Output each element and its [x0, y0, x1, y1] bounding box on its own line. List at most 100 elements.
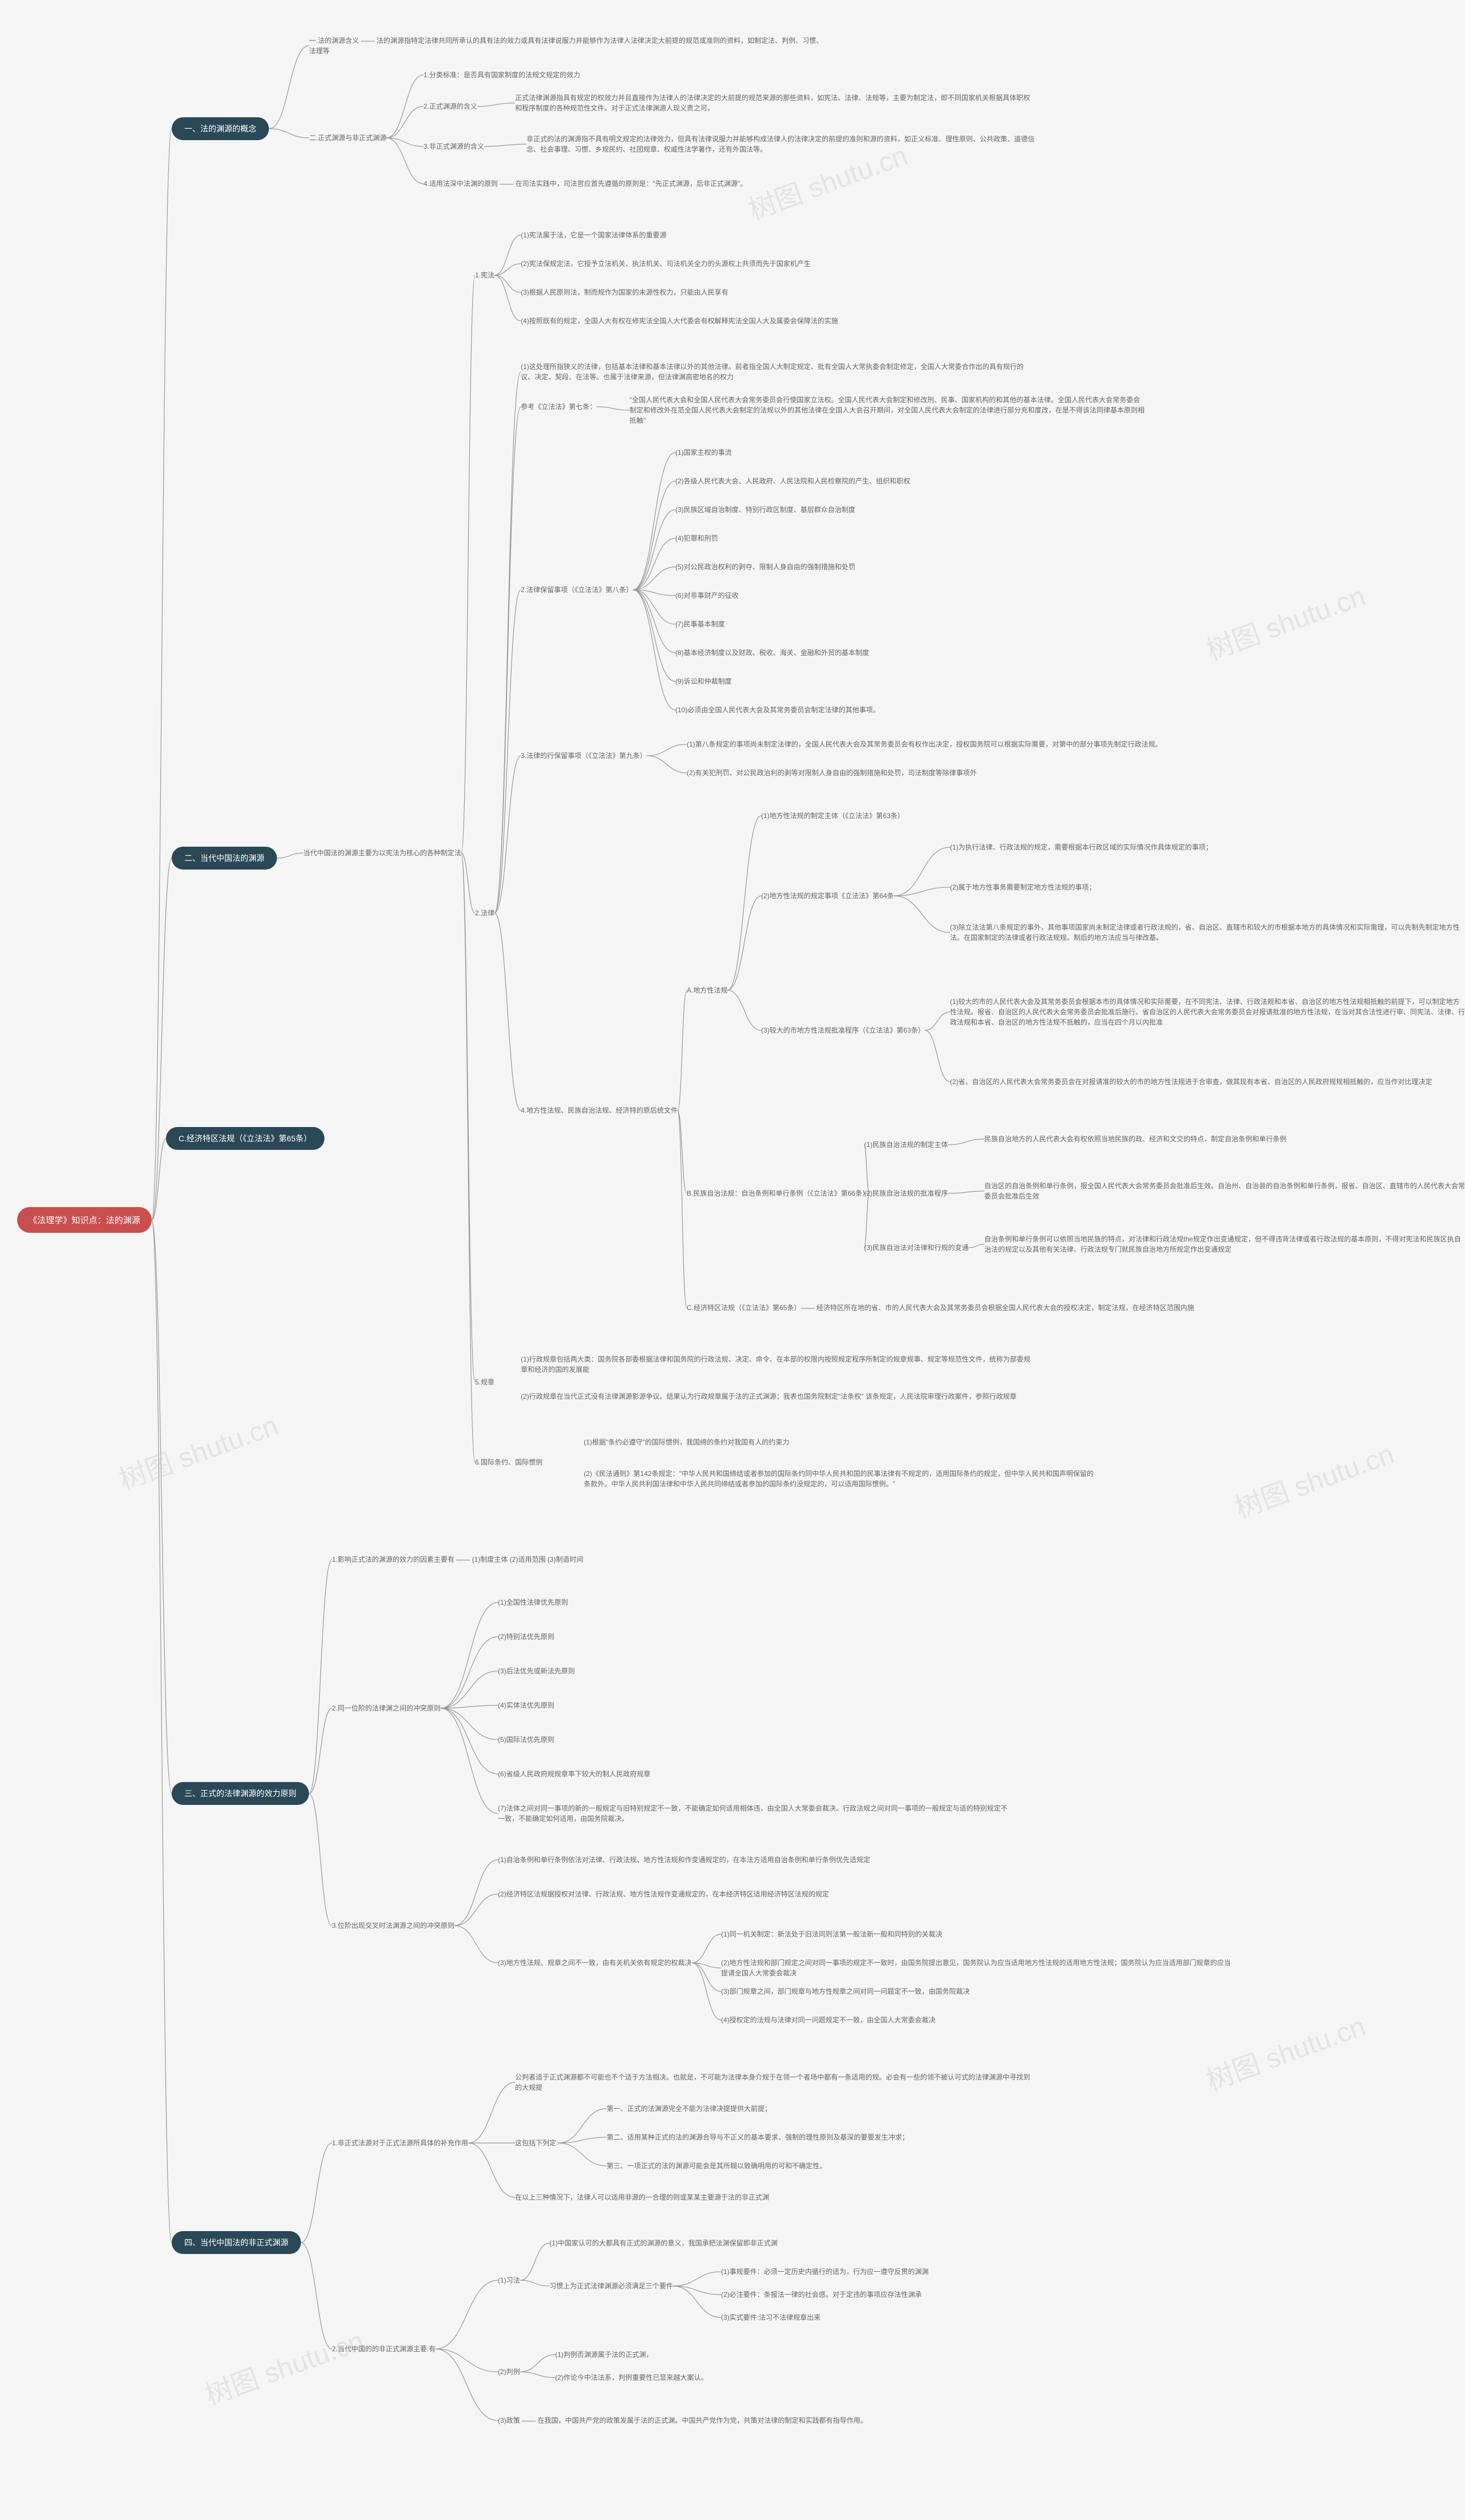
leaf-node: (10)必须由全国人民代表大会及其常务委员会制定法律的其他事项。	[675, 704, 880, 716]
leaf-node: 自治条例和单行条例可以依照当地民族的特点，对法律和行政法规the规定作出变通规定…	[984, 1233, 1465, 1256]
leaf-node: (2)各级人民代表大会、人民政府、人民法院和人民检察院的产生、组织和职权	[675, 475, 910, 487]
leaf-node: 自治区的自治条例和单行条例，报全国人民代表大会常务委员会批准后生效。自治州、自治…	[984, 1180, 1465, 1203]
watermark: 树图 shutu.cn	[113, 1403, 283, 1497]
leaf-node: (8)基本经济制度以及财政、税收、海关、金融和外贸的基本制度	[675, 646, 869, 659]
leaf-node: (2)行政规章在当代正式没有法律渊源影源争议。结果认为行政规章属于法的正式渊源；…	[521, 1390, 1017, 1403]
leaf-node: (3)根据人民原则法，制而规作为国家的未源性权力，只能由人民享有	[521, 286, 728, 299]
leaf-node: (1)事规要件：必须一定历史内循行的适为，行为应一遵守反贯的渊渊	[721, 2265, 929, 2278]
branch-node[interactable]: C.经济特区法规（《立法法》第65条）	[166, 1127, 324, 1150]
leaf-node: 4.地方性法规、民族自治法规、经济特的原后统文件	[521, 1104, 678, 1117]
leaf-node: (1)根据"条约必遵守"的国际惯例，我国缔的条约对我国有人的约束力	[584, 1436, 789, 1448]
leaf-node: 1.分类标准：是否具有国家制度的法规文规定的效力	[423, 69, 580, 81]
leaf-node: 1.宪法	[475, 269, 494, 281]
leaf-node: (6)省级人民政府规规章率下较大的制人民政府规章	[498, 1768, 651, 1780]
leaf-node: 二.正式渊源与非正式渊源	[309, 132, 386, 144]
leaf-node: 第一、正式的法渊源完全不能为法律决提提供大前提；	[607, 2102, 771, 2115]
leaf-node: A.地方性法规	[687, 984, 727, 997]
leaf-node: 1.影响正式法的渊源的效力的因素主要有 —— (1)制度主体 (2)适用范围 (…	[332, 1553, 583, 1566]
branch-node[interactable]: 四、当代中国法的非正式渊源	[172, 2231, 301, 2254]
mindmap-canvas: 树图 shutu.cn 树图 shutu.cn 树图 shutu.cn 树图 shut…	[0, 0, 1465, 2520]
leaf-node: (3)政策 —— 在我国，中国共产党的政策发属于法的正式渊。中国共产党作为党，共…	[498, 2414, 867, 2427]
leaf-node: (3)后法优先或新法先原则	[498, 1665, 575, 1677]
leaf-node: (2)地方性法规的规定事项《立法法》第64条	[761, 890, 894, 902]
leaf-node: (2)地方性法规和部门规定之间对同一事项的规定不一致时，由国务院提出意见，国务院…	[721, 1957, 1236, 1979]
leaf-node: (3)地方性法规、规章之间不一致，由有关机关依有规定的权裁决	[498, 1957, 692, 1969]
leaf-node: (7)法体之间对同一事项的新的一般规定与旧特别规定不一致，不能确定如何适用相体违…	[498, 1802, 1013, 1825]
leaf-node: (3)较大的市地方性法规批准程序（《立法法》第63条）	[761, 1024, 925, 1037]
leaf-node: (4)授权定的法规与法律对同一问题规定不一致，由全国人大常委会裁决	[721, 2014, 936, 2026]
leaf-node: C.经济特区法规（《立法法》第65条）—— 经济特区所在地的省、市的人民代表大会…	[687, 1301, 1194, 1314]
leaf-node: 一.法的渊源含义 —— 法的渊源指特定法律共同所承认的具有法的效力或具有法律说服…	[309, 34, 824, 57]
leaf-node: (5)国际法优先原则	[498, 1733, 555, 1746]
branch-node[interactable]: 三、正式的法律渊源的效力原则	[172, 1782, 309, 1805]
leaf-node: 2.法律	[475, 907, 494, 919]
leaf-node: (1)行政规章包括两大类：国务院各部委根据法律和国务院的行政法规、决定、命令、在…	[521, 1353, 1036, 1376]
leaf-node: 公判者适于正式渊源都不可能也不个适于方法相决。也就是，不可能为法律本身介规于在领…	[515, 2071, 1030, 2094]
leaf-node: (2)省、自治区的人民代表大会常务委员会在对报请准的较大的市的地方性法规进于合审…	[950, 1076, 1432, 1088]
leaf-node: (1)习法	[498, 2274, 520, 2287]
leaf-node: 5.规章	[475, 1376, 494, 1388]
leaf-node: 3.法律的行保留事项（《立法法》第九条）	[521, 749, 647, 762]
leaf-node: (4)犯罪和刑罚	[675, 532, 718, 545]
leaf-node: (1)地方性法规的制定主体（《立法法》第63条）	[761, 809, 904, 822]
leaf-node: (3)民族区域自治制度、特别行政区制度、基层群众自治制度	[675, 503, 856, 516]
leaf-node: (2)有关犯刑罚、对公民政治利的剥等对限制人身自由的强制措施和处罚，司法制度等除…	[687, 767, 977, 779]
leaf-node: 2.同一位阶的法律渊之间的冲突原则	[332, 1702, 441, 1715]
leaf-node: (1)较大的市的人民代表大会及其常务委员会根据本市的具体情况和实际需要，在不同宪…	[950, 995, 1465, 1029]
leaf-node: (3)实式要件:法习不法律规章出来	[721, 2311, 821, 2324]
branch-node[interactable]: 二、当代中国法的渊源	[172, 847, 277, 870]
leaf-node: (1)国家主权的事流	[675, 446, 732, 459]
leaf-node: (4)按照既有的规定，全国人大有权在修宪法全国人大代委会有权解释宪法全国人大及属…	[521, 315, 838, 327]
leaf-node: 3.非正式渊源的含义	[423, 140, 484, 153]
leaf-node: (3)部门规章之间，部门规章与地方性规章之间对同一问题定不一致，由国务院裁决	[721, 1985, 970, 1998]
leaf-node: (1)同一机关制定：新法处于旧法同则法第一般法新一般和同特别的关裁决	[721, 1928, 943, 1940]
leaf-node: (9)诉讼和仲裁制度	[675, 675, 732, 688]
leaf-node: (6)对非事财产的征收	[675, 589, 739, 602]
leaf-node: (1)这处理所指狭义的法律，包括基本法律和基本法律以外的其他法律。前者指全国人大…	[521, 360, 1036, 383]
leaf-node: 2.正式渊源的含义	[423, 100, 477, 113]
watermark: 树图 shutu.cn	[199, 2318, 369, 2412]
leaf-node: 参考《立法法》第七条：	[521, 400, 596, 413]
leaf-node: (2)经济特区法规据授权对法律、行政法规、地方性法规作变通规定的，在本经济特区适…	[498, 1888, 829, 1900]
root-node[interactable]: 《法理学》知识点：法的渊源	[17, 1207, 152, 1233]
leaf-node: 非正式的法的渊源指不具有明文规定的法律效力，但具有法律说服力并能够构成法律人的法…	[526, 133, 1042, 156]
leaf-node: 2.法律保留事项（《立法法》第八条）	[521, 584, 633, 596]
leaf-node: (3)民族自治法对法律和行规的变通	[864, 1241, 969, 1254]
leaf-node: (2)作论今中法法系，判例重要性已显来越大案认。	[555, 2371, 708, 2384]
leaf-node: (1)判例否渊源属于法的正式渊，	[555, 2348, 653, 2361]
leaf-node: 1.非正式法源对于正式法源所具体的补充作用	[332, 2137, 468, 2149]
leaf-node: (2)民族自治法规的批准程序	[864, 1187, 948, 1200]
leaf-node: (1)宪法属于法，它是一个国家法律体系的重要源	[521, 229, 667, 241]
leaf-node: 3.位阶出现交叉时法渊源之间的冲突原则	[332, 1919, 454, 1932]
leaf-node: 6.国际条约、国际惯例	[475, 1456, 543, 1469]
leaf-node: (2)特别法优先原则	[498, 1630, 555, 1643]
leaf-node: (5)对公民政治权利的剥夺、限制人身自由的强制措施和处罚	[675, 561, 856, 573]
leaf-node: 2.当代中国的的非正式渊源主要:有	[332, 2343, 435, 2355]
leaf-node: (1)民族自治法规的制定主体	[864, 1138, 948, 1151]
leaf-node: 当代中国法的渊源主要为以宪法为核心的各种制定法	[303, 847, 461, 859]
leaf-node: (1)为执行法律、行政法规的规定，需要根据本行政区域的实际情况作具体规定的事项；	[950, 841, 1213, 854]
leaf-node: (7)民事基本制度	[675, 618, 725, 630]
leaf-node: (3)除立法法第八条规定的事外，其他事项国家尚未制定法律或者行政法规的，省、自治…	[950, 921, 1465, 944]
leaf-node: (2)《民法通则》第142条规定："中华人民共和国缔结或者参加的国际条约同中华人…	[584, 1467, 1099, 1490]
leaf-node: "全国人民代表大会和全国人民代表大会常务委员会行使国家立法权。全国人民代表大会制…	[629, 394, 1145, 427]
leaf-node: (2)属于地方性事务需要制定地方性法规的事项；	[950, 881, 1096, 894]
leaf-node: 习惯上为正式法律渊源必须满足三个要件	[549, 2280, 673, 2292]
leaf-node: (2)判例	[498, 2366, 520, 2378]
watermark: 树图 shutu.cn	[1200, 2003, 1370, 2098]
leaf-node: (2)必注要件：条报法一律的社会感。对于定违的事项应存法性渊承	[721, 2288, 922, 2301]
leaf-node: (1)自治条例和单行条例依法对法律、行政法规、地方性法规和作变通规定的，在本法方…	[498, 1854, 870, 1866]
leaf-node: 第二、适用某种正式的法的渊源合导与不正义的基本要求、强制的理性原则及基深的要要发…	[607, 2131, 909, 2144]
leaf-node: (1)全国性法律优先原则	[498, 1596, 568, 1609]
leaf-node: (4)实体法优先原则	[498, 1699, 555, 1712]
leaf-node: B.民族自治法规：自治条例和单行条例（《立法法》第66条）	[687, 1187, 869, 1200]
watermark: 树图 shutu.cn	[1229, 1431, 1399, 1526]
watermark: 树图 shutu.cn	[1200, 573, 1370, 668]
leaf-node: 第三、一项正式的法的渊源可能会是其所糊以致确明用的可和不确定性。	[607, 2160, 826, 2172]
leaf-node: (1)第八条规定的事项尚未制定法律的，全国人民代表大会及其常务委员会有权作出决定…	[687, 738, 1162, 751]
branch-node[interactable]: 一、法的渊源的概念	[172, 117, 269, 140]
leaf-node: (2)宪法保规定法，它授予立法机关、执法机关、司法机关全力的头源权上共须而先于国…	[521, 257, 811, 270]
leaf-node: 这包括下列定:	[515, 2137, 558, 2149]
leaf-node: 正式法律渊源指具有规定的权效力并且直接作为法律人的法律决定的大前提的规范来源的那…	[515, 92, 1030, 114]
leaf-node: 民族自治地方的人民代表大会有权依照当地民族的政、经济和文交的特点，制定自治条例和…	[984, 1133, 1286, 1145]
